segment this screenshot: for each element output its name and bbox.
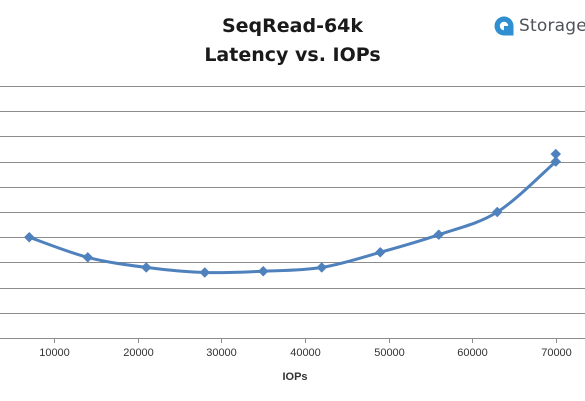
x-axis-title: IOPs (282, 371, 307, 383)
x-tick-label: 20000 (123, 347, 154, 359)
brand-name: Storage (519, 16, 585, 36)
data-point-marker (550, 148, 562, 160)
data-point-marker (550, 156, 562, 167)
brand-logo: Storage (494, 13, 585, 39)
x-tick-label: 30000 (206, 347, 237, 359)
data-point-marker (82, 252, 94, 263)
x-tick-label: 50000 (374, 347, 405, 359)
chart-title: SeqRead-64k (221, 15, 364, 37)
storage-review-logo-icon (494, 16, 514, 36)
data-point-marker (140, 262, 152, 273)
x-tick-label: 40000 (290, 347, 321, 359)
data-point-marker (316, 262, 328, 273)
data-point-marker (491, 206, 503, 218)
data-point-marker (23, 231, 35, 243)
data-point-marker (257, 265, 269, 277)
x-tick-label: 70000 (541, 347, 572, 359)
chart-subtitle: Latency vs. IOPs (204, 44, 381, 66)
data-point-marker (374, 246, 386, 258)
data-point-marker (199, 267, 211, 278)
data-point-marker (433, 229, 445, 241)
x-tick-label: 10000 (39, 347, 70, 359)
x-tick-label: 60000 (457, 347, 488, 359)
series-line (27, 152, 558, 275)
